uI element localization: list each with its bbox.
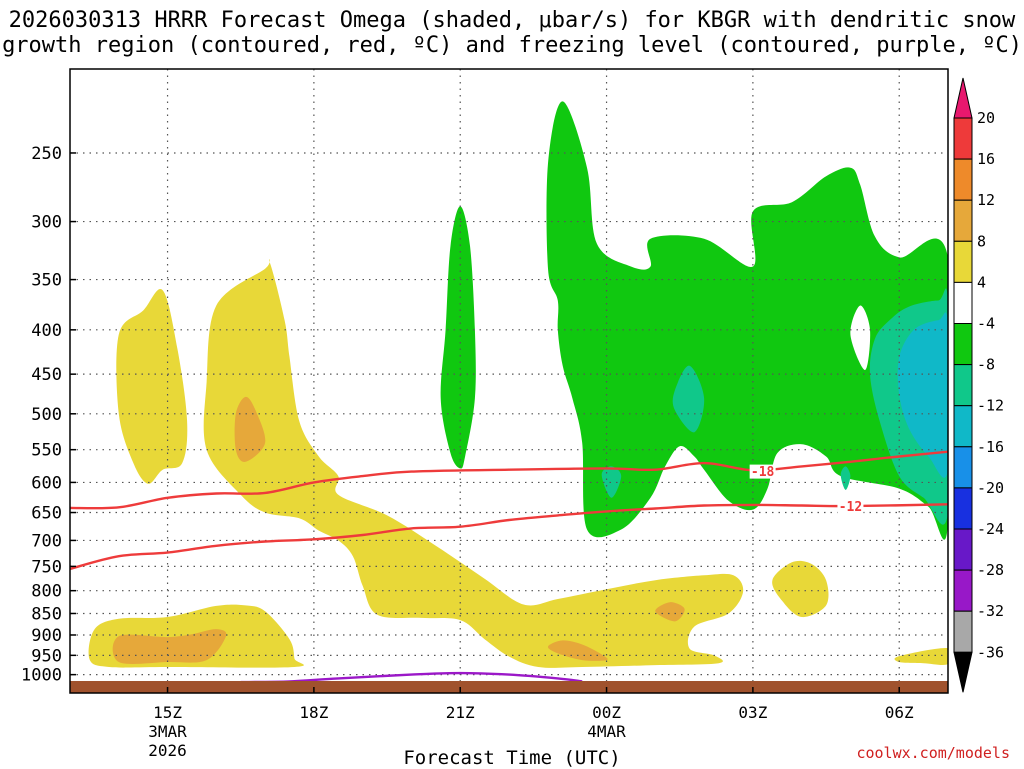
x-axis-label: Forecast Time (UTC) [403,747,621,769]
y-tick-label: 700 [31,531,62,551]
y-tick-label: 850 [31,604,62,624]
colorbar-swatch [953,446,973,489]
colorbar-swatch [953,610,973,653]
x-tick-label: 03Z [738,703,767,722]
colorbar-swatch-above [953,77,973,119]
chart-title-line-2: growth region (contoured, red, ºC) and f… [2,33,1022,58]
colorbar-swatch [953,405,973,448]
colorbar-level-label: -16 [977,438,1004,456]
colorbar-level-label: -20 [977,479,1004,497]
colorbar-level-label: 8 [977,232,986,250]
colorbar-swatch [953,528,973,571]
x-date-label: 3MAR [148,722,187,741]
y-tick-label: 400 [31,321,62,341]
colorbar-level-label: -4 [977,315,995,333]
x-tick-label: 18Z [299,703,328,722]
omega-region-descent-strong-1 [672,365,705,433]
y-tick-label: 450 [31,365,62,385]
site-credit: coolwx.com/models [856,744,1010,762]
colorbar-swatch [953,281,973,324]
y-tick-label: 500 [31,405,62,425]
colorbar-swatch [953,199,973,242]
y-tick-label: 300 [31,213,62,233]
x-year-label: 2026 [148,741,187,760]
omega-region-descent-core [897,312,948,478]
dgz-contour-minus12 [70,503,948,571]
y-tick-label: 650 [31,504,62,524]
y-tick-label: 550 [31,441,62,461]
omega-region-ascent-early [116,288,188,484]
terrain-surface-band [70,681,948,693]
omega-region-ascent-core-3 [547,640,608,661]
colorbar-level-label: -32 [977,602,1004,620]
omega-region-ascent-main [203,259,744,668]
y-tick-label: 750 [31,557,62,577]
omega-region-ascent-core-2 [112,629,227,664]
omega-region-descent-main [546,101,948,540]
colorbar-swatch-below [953,651,973,693]
colorbar-swatch [953,487,973,530]
colorbar-level-label: 4 [977,273,986,291]
x-tick-label: 21Z [446,703,475,722]
x-tick-label: 06Z [885,703,914,722]
y-tick-label: 250 [31,144,62,164]
colorbar-swatch [953,569,973,612]
colorbar-level-label: -8 [977,356,995,374]
colorbar-swatch [953,117,973,160]
colorbar-level-label: -36 [977,643,1004,661]
y-tick-label: 800 [31,582,62,602]
omega-region-descent-strong-4 [840,466,851,490]
colorbar-swatch [953,158,973,201]
colorbar-level-label: 16 [977,150,995,168]
x-tick-label: 15Z [153,703,182,722]
omega-region-descent-gap [850,305,871,371]
y-tick-label: 600 [31,473,62,493]
colorbar-level-label: 12 [977,191,995,209]
omega-region-ascent-blob-03z [772,560,829,618]
contour-label: -12 [839,500,862,515]
colorbar-swatch [953,323,973,366]
contour-label-box [837,499,864,514]
y-tick-label: 1000 [21,666,62,686]
y-tick-label: 350 [31,271,62,291]
y-tick-label: 950 [31,646,62,666]
colorbar-level-label: -12 [977,397,1004,415]
omega-region-ascent-core-1 [234,396,266,462]
contour-label-box [749,464,776,479]
y-tick-label: 900 [31,626,62,646]
colorbar-swatch [953,240,973,283]
chart-title-line-1: 2026030313 HRRR Forecast Omega (shaded, … [8,8,1016,33]
omega-region-ascent-right-edge [894,647,948,665]
x-date-label: 4MAR [587,722,626,741]
x-tick-label: 00Z [592,703,621,722]
plot-frame [69,68,949,694]
omega-region-descent-strong-3 [601,466,622,498]
omega-region-ascent-core-4 [655,602,685,622]
contour-label: -18 [751,465,775,480]
colorbar-swatch [953,364,973,407]
colorbar-level-label: -24 [977,520,1004,538]
colorbar-level-label: 20 [977,109,995,127]
colorbar-level-label: -28 [977,561,1004,579]
omega-region-descent-tower-21z [440,206,476,469]
dgz-contour-minus18 [70,450,948,510]
